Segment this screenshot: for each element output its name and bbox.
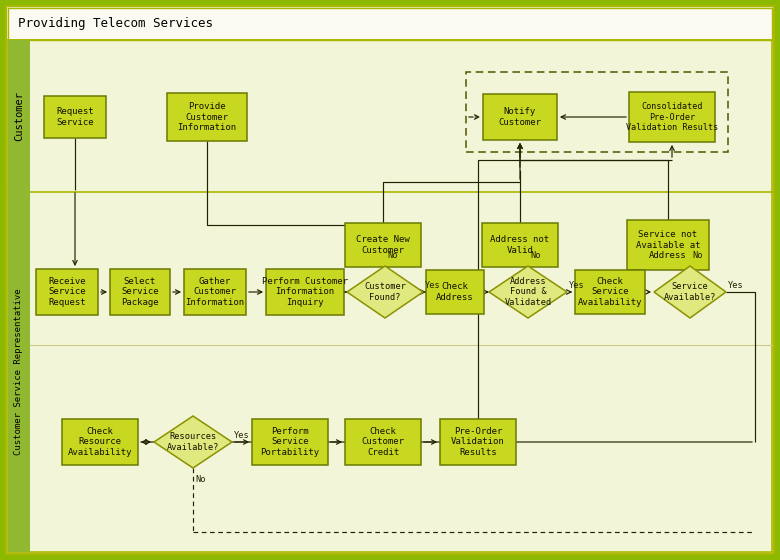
FancyBboxPatch shape [440, 419, 516, 465]
FancyBboxPatch shape [110, 269, 170, 315]
Text: Create New
Customer: Create New Customer [356, 235, 410, 255]
FancyBboxPatch shape [62, 419, 138, 465]
Text: Yes: Yes [425, 281, 441, 290]
Polygon shape [347, 266, 423, 318]
FancyBboxPatch shape [36, 269, 98, 315]
Text: No: No [692, 250, 703, 259]
FancyBboxPatch shape [8, 192, 30, 552]
FancyBboxPatch shape [483, 94, 557, 140]
Text: Check
Customer
Credit: Check Customer Credit [361, 427, 405, 458]
Text: Request
Service: Request Service [56, 107, 94, 127]
Text: Yes: Yes [728, 281, 744, 290]
FancyBboxPatch shape [184, 269, 246, 315]
FancyBboxPatch shape [8, 8, 772, 40]
FancyBboxPatch shape [6, 6, 774, 554]
Text: Receive
Service
Request: Receive Service Request [48, 277, 86, 307]
Text: Perform Customer
Information
Inquiry: Perform Customer Information Inquiry [262, 277, 348, 307]
FancyBboxPatch shape [8, 40, 30, 192]
Text: Gather
Customer
Information: Gather Customer Information [186, 277, 245, 307]
Text: Address not
Valid: Address not Valid [491, 235, 550, 255]
Text: Providing Telecom Services: Providing Telecom Services [18, 17, 213, 30]
FancyBboxPatch shape [426, 270, 484, 314]
Text: Pre-Order
Validation
Results: Pre-Order Validation Results [451, 427, 505, 458]
Text: Address
Found &
Validated: Address Found & Validated [505, 277, 551, 307]
Text: Yes: Yes [234, 431, 250, 440]
Text: Resources
Available?: Resources Available? [167, 432, 219, 452]
FancyBboxPatch shape [8, 40, 772, 192]
Text: Provide
Customer
Information: Provide Customer Information [177, 102, 236, 132]
FancyBboxPatch shape [629, 92, 715, 142]
Polygon shape [654, 266, 726, 318]
Text: Customer: Customer [14, 91, 24, 141]
FancyBboxPatch shape [44, 96, 106, 138]
Text: No: No [530, 250, 541, 259]
Text: Check
Resource
Availability: Check Resource Availability [68, 427, 133, 458]
Text: Select
Service
Package: Select Service Package [121, 277, 159, 307]
FancyBboxPatch shape [482, 223, 558, 267]
Text: Yes: Yes [569, 281, 585, 290]
FancyBboxPatch shape [575, 270, 645, 314]
Text: Check
Service
Availability: Check Service Availability [578, 277, 642, 307]
FancyBboxPatch shape [345, 223, 421, 267]
Polygon shape [154, 416, 232, 468]
FancyBboxPatch shape [627, 220, 709, 270]
Text: No: No [387, 250, 398, 259]
Text: Service
Available?: Service Available? [664, 282, 716, 302]
FancyBboxPatch shape [167, 93, 247, 141]
Polygon shape [489, 266, 567, 318]
Text: Perform
Service
Portability: Perform Service Portability [261, 427, 320, 458]
Text: Service not
Available at
Address: Service not Available at Address [636, 230, 700, 260]
Text: Consolidated
Pre-Order
Validation Results: Consolidated Pre-Order Validation Result… [626, 102, 718, 132]
Text: No: No [195, 474, 205, 483]
Text: Customer Service Representative: Customer Service Representative [15, 289, 23, 455]
Text: Customer
Found?: Customer Found? [364, 282, 406, 302]
FancyBboxPatch shape [252, 419, 328, 465]
Text: Notify
Customer: Notify Customer [498, 107, 541, 127]
FancyBboxPatch shape [266, 269, 344, 315]
FancyBboxPatch shape [8, 192, 772, 552]
Text: Check
Address: Check Address [436, 282, 473, 302]
FancyBboxPatch shape [345, 419, 421, 465]
